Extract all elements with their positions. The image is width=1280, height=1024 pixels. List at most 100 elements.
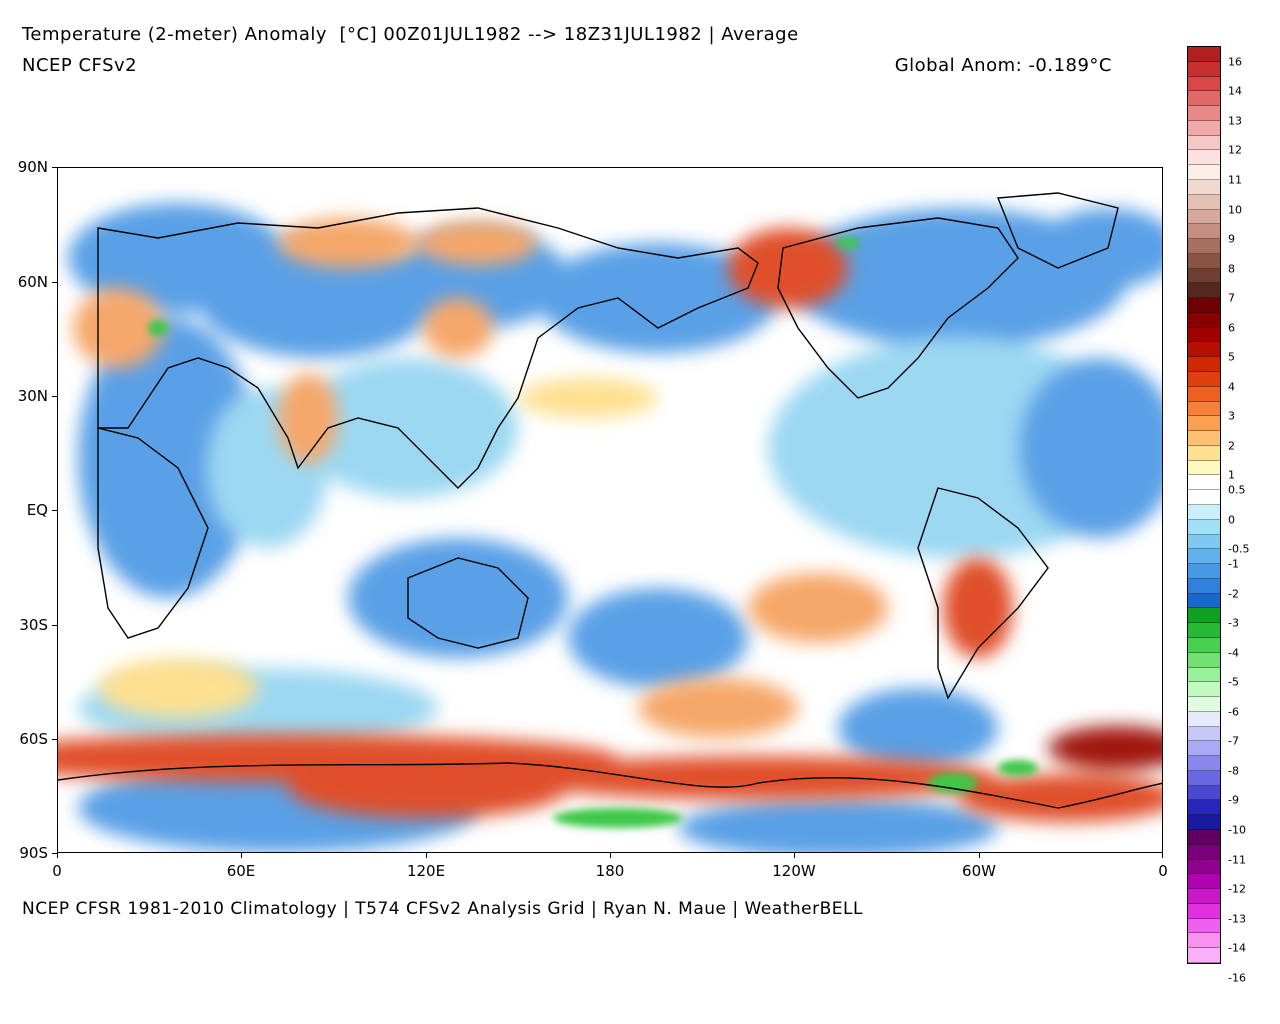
lat-label-eq: EQ: [26, 501, 48, 519]
lat-label-90s: 90S: [19, 844, 48, 862]
colorbar-label: 6: [1228, 321, 1235, 335]
colorbar-swatch: [1188, 283, 1220, 299]
colorbar-label: -3: [1228, 616, 1239, 630]
colorbar-label: -16: [1228, 971, 1246, 985]
lat-label-60s: 60S: [19, 730, 48, 748]
colorbar-swatch: [1188, 150, 1220, 166]
colorbar-swatch: [1188, 726, 1220, 742]
colorbar-swatch: [1188, 918, 1220, 934]
colorbar-label: 14: [1228, 84, 1242, 98]
lon-label-120e: 120E: [406, 862, 446, 880]
colorbar-swatch: [1188, 874, 1220, 890]
colorbar-swatch: [1188, 490, 1220, 505]
colorbar-label: 8: [1228, 262, 1235, 276]
lat-tick: [52, 167, 57, 168]
colorbar-swatch: [1188, 475, 1220, 491]
lon-tick: [241, 853, 242, 858]
lon-label-0-east: 0: [1158, 862, 1168, 880]
lon-tick: [794, 853, 795, 858]
colorbar-swatch: [1188, 534, 1220, 550]
colorbar-swatch: [1188, 652, 1220, 668]
lon-label-60w: 60W: [962, 862, 996, 880]
colorbar-label: 11: [1228, 173, 1242, 187]
lon-tick: [610, 853, 611, 858]
colorbar-swatch: [1188, 298, 1220, 313]
colorbar-swatch: [1188, 933, 1220, 949]
colorbar-label: -4: [1228, 646, 1239, 660]
colorbar-label: -1: [1228, 557, 1239, 571]
lon-tick: [426, 853, 427, 858]
colorbar-label: 10: [1228, 203, 1242, 217]
anomaly-map: [57, 167, 1163, 853]
colorbar-swatch: [1188, 91, 1220, 107]
colorbar-swatch: [1188, 431, 1220, 446]
lon-label-60e: 60E: [226, 862, 256, 880]
colorbar-label: 12: [1228, 143, 1242, 157]
colorbar-swatch: [1188, 209, 1220, 225]
colorbar-swatch: [1188, 342, 1220, 358]
lat-tick: [52, 625, 57, 626]
lat-label-30n: 30N: [17, 387, 48, 405]
colorbar-swatch: [1188, 194, 1220, 210]
footer-credit: NCEP CFSR 1981-2010 Climatology | T574 C…: [22, 899, 863, 919]
lat-label-90n: 90N: [17, 158, 48, 176]
lat-tick: [52, 853, 57, 854]
colorbar-label: -8: [1228, 764, 1239, 778]
colorbar-swatch: [1188, 948, 1220, 963]
colorbar-swatch: [1188, 239, 1220, 254]
lon-tick: [57, 853, 58, 858]
colorbar-label: 4: [1228, 380, 1235, 394]
colorbar-label: 13: [1228, 114, 1242, 128]
colorbar-swatch: [1188, 800, 1220, 816]
colorbar-swatch: [1188, 578, 1220, 594]
colorbar-swatch: [1188, 756, 1220, 771]
colorbar-swatch: [1188, 505, 1220, 520]
lon-tick: [1162, 853, 1163, 858]
colorbar-label: 5: [1228, 350, 1235, 364]
colorbar-label: -9: [1228, 793, 1239, 807]
colorbar-swatch: [1188, 637, 1220, 653]
colorbar-swatch: [1188, 372, 1220, 387]
colorbar: [1187, 46, 1221, 964]
colorbar-swatch: [1188, 460, 1220, 476]
colorbar-swatch: [1188, 623, 1220, 638]
lat-tick: [52, 739, 57, 740]
colorbar-swatch: [1188, 268, 1220, 284]
colorbar-label: -11: [1228, 853, 1246, 867]
colorbar-swatch: [1188, 770, 1220, 786]
colorbar-swatch: [1188, 697, 1220, 712]
colorbar-label: -10: [1228, 823, 1246, 837]
colorbar-swatch: [1188, 682, 1220, 698]
colorbar-swatch: [1188, 312, 1220, 328]
colorbar-label: -14: [1228, 941, 1246, 955]
colorbar-swatch: [1188, 844, 1220, 860]
colorbar-swatch: [1188, 667, 1220, 683]
colorbar-swatch: [1188, 76, 1220, 92]
colorbar-label: -5: [1228, 675, 1239, 689]
anomaly-field: [58, 168, 1162, 852]
colorbar-swatch: [1188, 179, 1220, 195]
colorbar-swatch: [1188, 386, 1220, 402]
colorbar-swatch: [1188, 593, 1220, 609]
colorbar-swatch: [1188, 106, 1220, 121]
colorbar-label: 0: [1228, 513, 1235, 527]
colorbar-swatch: [1188, 401, 1220, 417]
coastlines: [58, 192, 1162, 809]
colorbar-swatch: [1188, 47, 1220, 62]
very-cold-anomaly-regions: [148, 237, 1038, 828]
colorbar-label: -12: [1228, 882, 1246, 896]
colorbar-swatch: [1188, 357, 1220, 373]
colorbar-label: -2: [1228, 587, 1239, 601]
colorbar-swatch: [1188, 445, 1220, 461]
lat-tick: [52, 282, 57, 283]
colorbar-swatch: [1188, 120, 1220, 136]
colorbar-swatch: [1188, 711, 1220, 727]
lon-tick: [979, 853, 980, 858]
colorbar-swatch: [1188, 785, 1220, 801]
colorbar-swatch: [1188, 741, 1220, 757]
model-label: NCEP CFSv2: [22, 55, 138, 76]
colorbar-swatch: [1188, 889, 1220, 904]
global-anomaly-value: Global Anom: -0.189°C: [894, 55, 1112, 76]
colorbar-swatch: [1188, 165, 1220, 180]
colorbar-swatch: [1188, 61, 1220, 77]
